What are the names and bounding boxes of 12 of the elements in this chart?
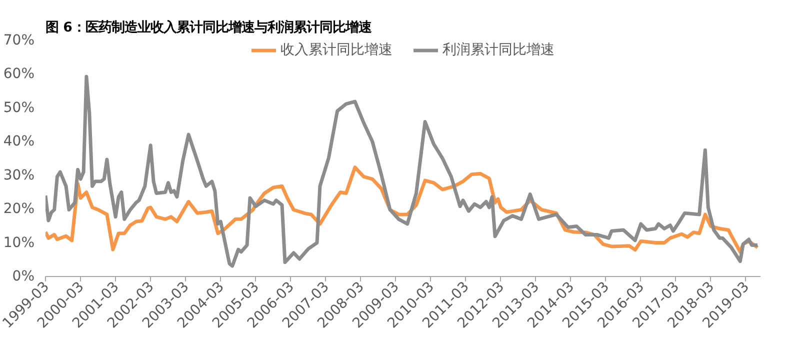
y-tick-label: 30% xyxy=(3,167,35,184)
y-tick-label: 10% xyxy=(3,234,35,251)
chart-title: 图 6：医药制造业收入累计同比增速与利润累计同比增速 xyxy=(46,20,372,36)
line-series xyxy=(46,74,760,268)
y-tick-label: 20% xyxy=(3,201,35,218)
y-tick-label: 40% xyxy=(3,134,35,150)
y-tick-label: 0% xyxy=(12,268,35,284)
y-tick-label: 70% xyxy=(3,32,35,48)
legend-label: 利润累计同比增速 xyxy=(442,41,554,59)
legend-label: 收入累计同比增速 xyxy=(280,41,392,59)
y-tick-label: 50% xyxy=(3,100,35,116)
y-tick-label: 60% xyxy=(3,66,35,82)
